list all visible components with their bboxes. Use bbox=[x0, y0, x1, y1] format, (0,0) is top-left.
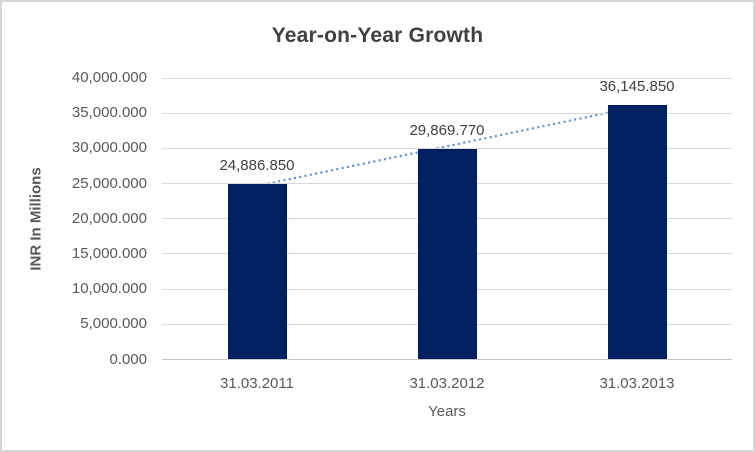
y-tick-label: 0.000 bbox=[109, 350, 147, 368]
bar[interactable] bbox=[417, 149, 477, 360]
y-tick-label: 35,000.000 bbox=[71, 104, 147, 122]
data-label: 36,145.850 bbox=[599, 78, 675, 96]
y-tick-label: 20,000.000 bbox=[71, 209, 147, 227]
gridline bbox=[162, 112, 732, 114]
chart-title: Year-on-Year Growth bbox=[271, 24, 484, 47]
x-tick-label: 31.03.2012 bbox=[409, 375, 485, 392]
y-tick-label: 30,000.000 bbox=[71, 139, 147, 157]
y-tick-label: 40,000.000 bbox=[71, 69, 147, 86]
bar[interactable] bbox=[227, 184, 287, 360]
y-tick-label: 25,000.000 bbox=[71, 174, 147, 192]
y-tick-label: 15,000.000 bbox=[71, 244, 147, 262]
bar[interactable] bbox=[607, 105, 667, 360]
y-tick-label: 10,000.000 bbox=[71, 280, 147, 298]
x-axis-line bbox=[162, 359, 732, 360]
gridline bbox=[162, 147, 732, 149]
data-label: 24,886.850 bbox=[219, 157, 295, 175]
x-axis-title: Years bbox=[428, 403, 466, 420]
x-tick-label: 31.03.2011 bbox=[220, 375, 294, 392]
data-label: 29,869.770 bbox=[409, 122, 485, 140]
gridline bbox=[162, 77, 732, 79]
x-tick-label: 31.03.2013 bbox=[599, 375, 675, 392]
y-tick-label: 5,000.000 bbox=[80, 315, 147, 333]
